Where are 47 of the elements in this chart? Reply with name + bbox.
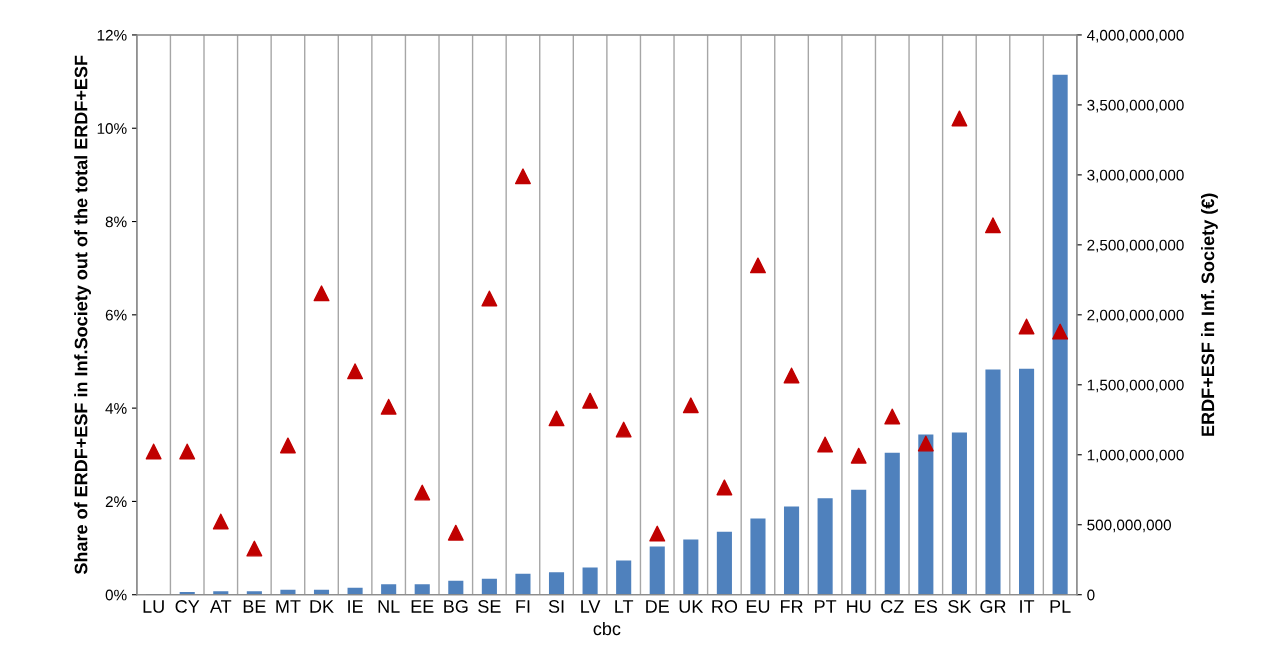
x-tick-label: DE [646,600,670,613]
x-tick-label: NL [378,600,400,613]
x-tick-label: SE [478,600,501,613]
y-tick-label: 12% [97,29,127,41]
x-tick-label: EE [411,600,434,613]
y2-tick-label: 3,500,000,000 [1087,99,1184,113]
x-tick-label: IE [348,600,363,613]
x-tick-label: SK [948,600,972,613]
x-tick-label: LV [581,600,601,613]
y-tick-label: 4% [105,403,127,414]
y-tick-label: 8% [105,216,127,228]
x-tick-label: HU [847,600,871,613]
y2-tick-label: 500,000,000 [1087,519,1171,533]
y2-tick-label: 2,000,000,000 [1087,309,1184,323]
x-tick-label: IT [1020,600,1035,613]
x-tick-label: ES [915,600,938,613]
x-tick-label: BG [444,600,468,613]
x-tick-label: LT [615,600,634,613]
y2-tick-label: 4,000,000,000 [1086,29,1184,43]
x-tick-label: MT [276,600,301,613]
y2-axis-title: ERDF+ESF in Inf. Society (€) [1201,193,1218,436]
x-tick-label: FR [780,600,803,613]
x-tick-label: AT [209,600,232,613]
x-tick-label: GR [980,600,1006,613]
x-tick-label: UK [679,600,704,613]
x-tick-label: EU [746,600,770,613]
x-tick-label: FI [516,600,530,613]
y-tick-label: 10% [97,123,127,134]
x-tick-label: SI [548,600,564,613]
x-tick-label: PL [1050,600,1071,613]
x-tick-label: BE [243,600,266,613]
x-tick-label: DK [310,600,334,613]
x-tick-label: RO [712,600,738,613]
x-axis-title: cbc [593,621,621,636]
y2-tick-label: 0 [1087,589,1095,601]
y2-tick-label: 1,500,000,000 [1087,379,1184,393]
y2-tick-label: 1,000,000,000 [1087,449,1184,463]
x-tick-label: PT [815,600,837,613]
y-axis-title: Share of ERDF+ESF in Inf.Society out of the total ERDF+ESF [74,55,91,575]
y2-tick-label: 3,000,000,000 [1087,169,1184,183]
y2-tick-label: 2,500,000,000 [1087,239,1184,253]
x-tick-label: CZ [881,600,904,613]
x-tick-label: CY [175,600,200,613]
x-tick-label: LU [143,600,164,613]
y-tick-label: 2% [105,496,127,508]
y-tick-label: 6% [105,309,127,321]
y-tick-label: 0% [105,589,127,601]
